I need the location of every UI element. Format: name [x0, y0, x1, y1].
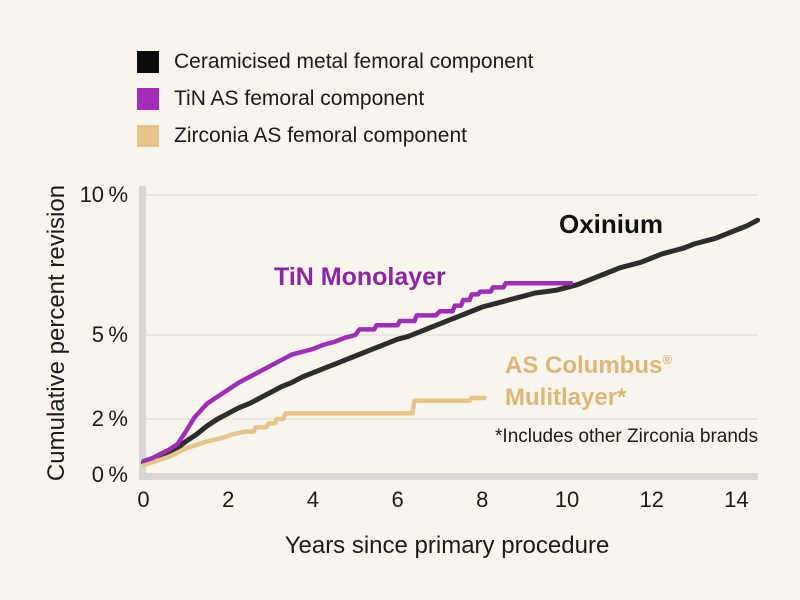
legend: Ceramicised metal femoral component TiN A… [137, 51, 533, 162]
legend-swatch-icon [137, 125, 159, 147]
x-tick-label: 10 [554, 487, 580, 512]
legend-item: Zirconia AS femoral component [137, 125, 533, 147]
x-tick-label: 0 [137, 487, 150, 512]
series-line-tin-monolayer [141, 280, 574, 464]
columbus-label-line2: Mulitlayer* [505, 384, 627, 411]
series-label-oxinium: Oxinium [559, 209, 664, 239]
x-axis-title: Years since primary procedure [284, 532, 610, 559]
legend-item: Ceramicised metal femoral component [137, 51, 533, 73]
footnote: *Includes other Zirconia brands [495, 426, 758, 447]
y-axis-bar [139, 186, 146, 480]
legend-label: Zirconia AS femoral component [174, 124, 467, 147]
registered-trademark-icon: ® [662, 352, 672, 367]
x-tick-label: 14 [724, 487, 749, 512]
series-label-as-columbus: AS Columbus® Mulitlayer* [505, 344, 672, 414]
x-tick-label: 2 [222, 487, 235, 512]
y-tick-label: 2 % [91, 406, 128, 431]
legend-label: Ceramicised metal femoral component [174, 50, 534, 73]
x-axis-bar [139, 473, 758, 480]
legend-label: TiN AS femoral component [174, 87, 425, 110]
x-tick-label: 6 [391, 487, 404, 512]
x-tick-label: 12 [639, 487, 664, 512]
y-tick-label: 10 % [79, 182, 128, 207]
x-tick-label: 8 [476, 487, 489, 512]
y-tick-label: 5 % [91, 322, 128, 347]
y-tick-label: 0 % [91, 462, 128, 487]
series-line-as-columbus-mulitlayer [141, 395, 487, 468]
legend-swatch-icon [137, 88, 159, 110]
legend-swatch-icon [137, 51, 159, 73]
columbus-label-line1: AS Columbus [505, 352, 663, 379]
series-line-oxinium [141, 217, 761, 465]
series-label-tin-monolayer: TiN Monolayer [274, 263, 446, 291]
x-tick-label: 4 [306, 487, 320, 512]
legend-item: TiN AS femoral component [137, 88, 533, 110]
